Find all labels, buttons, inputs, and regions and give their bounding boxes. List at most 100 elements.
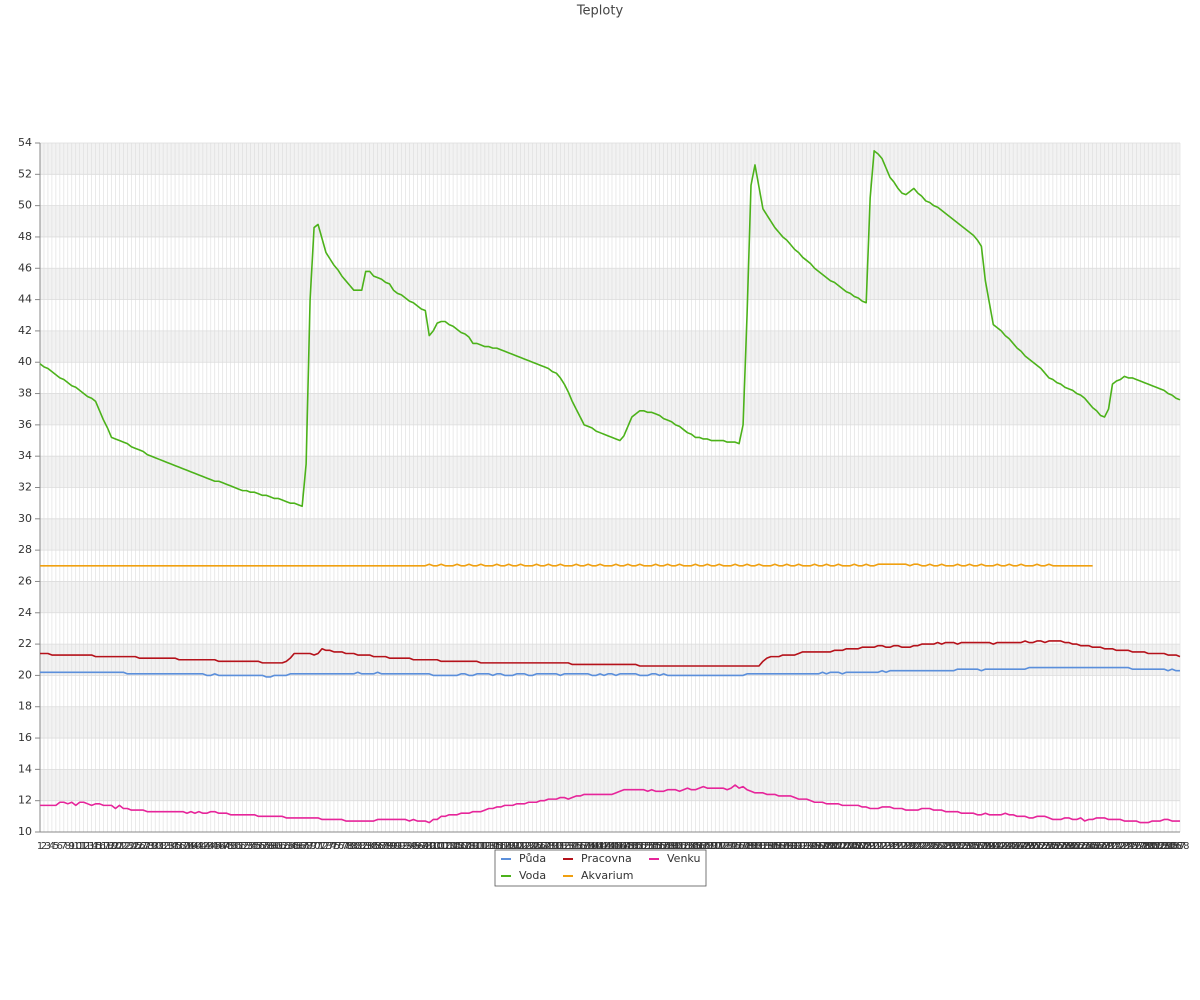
x-tick-label: 252 <box>1027 841 1046 852</box>
x-tick-label: 239 <box>976 841 995 852</box>
x-tick-label: 234 <box>956 841 975 852</box>
x-tick-label: 96 <box>411 841 424 852</box>
x-tick-label: 228 <box>932 841 951 852</box>
x-tick-label: 45 <box>208 841 221 852</box>
x-tick-label: 165 <box>682 841 701 852</box>
y-tick-label: 44 <box>18 293 32 306</box>
x-tick-label: 256 <box>1043 841 1062 852</box>
x-tick-label: 167 <box>690 841 709 852</box>
x-tick-label: 207 <box>849 841 868 852</box>
plot-band <box>40 143 1180 175</box>
x-tick-label: 94 <box>403 841 416 852</box>
x-tick-label: 44 <box>204 841 217 852</box>
x-tick-label: 225 <box>920 841 939 852</box>
x-tick-label: 274 <box>1115 841 1134 852</box>
x-tick-label: 232 <box>948 841 967 852</box>
x-tick-label: 214 <box>877 841 896 852</box>
x-tick-label: 126 <box>527 841 546 852</box>
x-tick-label: 26 <box>133 841 146 852</box>
y-tick-label: 38 <box>18 387 32 400</box>
x-tick-label: 39 <box>185 841 198 852</box>
x-tick-label: 116 <box>487 841 506 852</box>
x-tick-label: 221 <box>904 841 923 852</box>
x-tick-label: 206 <box>845 841 864 852</box>
legend-label: Pracovna <box>581 852 632 865</box>
x-tick-label: 137 <box>571 841 590 852</box>
x-tick-label: 20 <box>109 841 122 852</box>
x-tick-label: 197 <box>809 841 828 852</box>
y-tick-label: 12 <box>18 794 32 807</box>
x-tick-label: 36 <box>173 841 186 852</box>
x-tick-label: 189 <box>777 841 796 852</box>
x-tick-label: 281 <box>1143 841 1162 852</box>
x-tick-label: 241 <box>984 841 1003 852</box>
x-tick-label: 95 <box>407 841 420 852</box>
x-tick-label: 141 <box>587 841 606 852</box>
x-tick-label: 17 <box>97 841 110 852</box>
x-tick-label: 80 <box>347 841 360 852</box>
y-tick-label: 28 <box>18 543 32 556</box>
x-tick-label: 74 <box>324 841 337 852</box>
x-tick-label: 153 <box>634 841 653 852</box>
x-tick-label: 77 <box>336 841 349 852</box>
x-tick-label: 76 <box>332 841 345 852</box>
x-tick-label: 211 <box>865 841 884 852</box>
x-tick-label: 102 <box>432 841 451 852</box>
x-tick-label: 85 <box>367 841 380 852</box>
x-tick-label: 200 <box>821 841 840 852</box>
x-tick-label: 112 <box>471 841 490 852</box>
x-tick-label: 1 <box>37 841 43 852</box>
x-tick-label: 174 <box>718 841 737 852</box>
x-tick-label: 235 <box>960 841 979 852</box>
x-tick-label: 7 <box>61 841 67 852</box>
plot-band <box>40 268 1180 300</box>
x-tick-label: 249 <box>1016 841 1035 852</box>
x-tick-label: 108 <box>455 841 474 852</box>
x-tick-label: 170 <box>702 841 721 852</box>
plot-band <box>40 330 1180 363</box>
x-tick-label: 179 <box>737 841 756 852</box>
x-tick-label: 220 <box>900 841 919 852</box>
x-tick-label: 149 <box>618 841 637 852</box>
x-tick-label: 264 <box>1075 841 1094 852</box>
y-tick-label: 16 <box>18 731 32 744</box>
x-tick-label: 59 <box>264 841 277 852</box>
x-tick-label: 160 <box>662 841 681 852</box>
x-tick-label: 217 <box>888 841 907 852</box>
x-tick-label: 186 <box>765 841 784 852</box>
x-tick-label: 260 <box>1059 841 1078 852</box>
x-tick-label: 138 <box>575 841 594 852</box>
x-tick-label: 114 <box>479 841 498 852</box>
x-tick-label: 3 <box>45 841 51 852</box>
x-tick-label: 135 <box>563 841 582 852</box>
x-tick-label: 18 <box>101 841 114 852</box>
x-tick-label: 54 <box>244 841 257 852</box>
x-tick-label: 130 <box>543 841 562 852</box>
x-tick-label: 46 <box>212 841 225 852</box>
x-tick-label: 99 <box>423 841 436 852</box>
x-tick-label: 6 <box>57 841 63 852</box>
x-tick-label: 65 <box>288 841 301 852</box>
x-tick-label: 63 <box>280 841 293 852</box>
x-tick-label: 53 <box>240 841 253 852</box>
x-tick-label: 57 <box>256 841 269 852</box>
x-tick-label: 31 <box>153 841 166 852</box>
x-tick-label: 32 <box>157 841 170 852</box>
x-tick-label: 262 <box>1067 841 1086 852</box>
x-tick-label: 43 <box>200 841 213 852</box>
x-tick-label: 9 <box>69 841 75 852</box>
x-tick-label: 269 <box>1095 841 1114 852</box>
x-tick-label: 243 <box>992 841 1011 852</box>
x-tick-label: 226 <box>924 841 943 852</box>
x-tick-label: 250 <box>1020 841 1039 852</box>
x-tick-label: 15 <box>89 841 102 852</box>
x-tick-label: 263 <box>1071 841 1090 852</box>
x-tick-label: 87 <box>375 841 388 852</box>
x-tick-label: 29 <box>145 841 158 852</box>
x-tick-label: 124 <box>519 841 538 852</box>
x-tick-label: 163 <box>674 841 693 852</box>
x-tick-label: 61 <box>272 841 285 852</box>
x-tick-label: 158 <box>654 841 673 852</box>
x-tick-label: 140 <box>583 841 602 852</box>
x-tick-label: 14 <box>85 841 98 852</box>
